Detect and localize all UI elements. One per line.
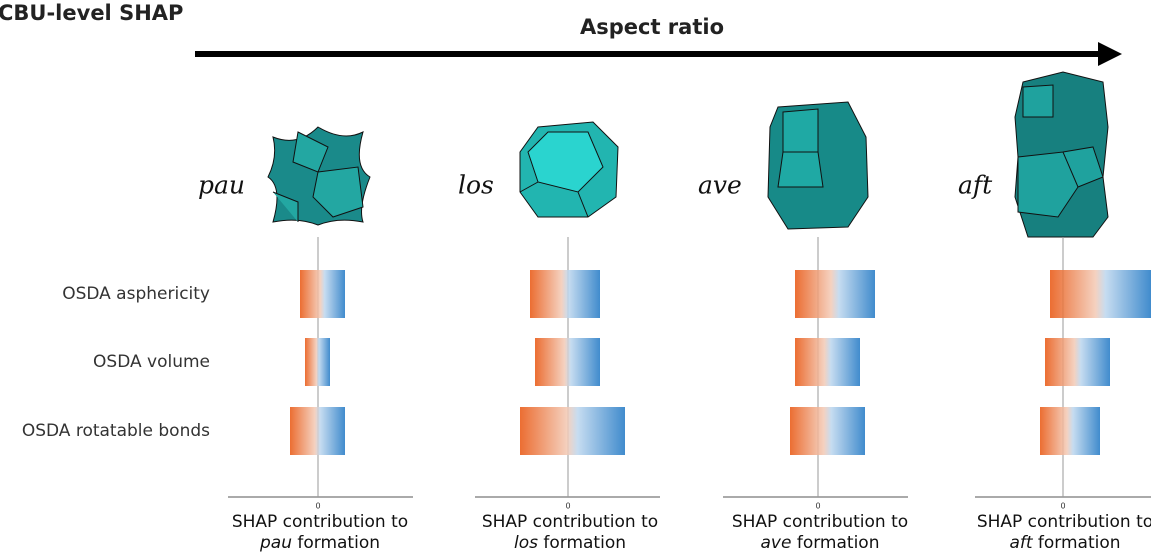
arrow-head <box>1098 42 1122 66</box>
swarm-core <box>1040 407 1100 455</box>
x-axis-label: ave formation <box>761 533 880 552</box>
swarm-core <box>1050 270 1151 318</box>
feature-label: OSDA asphericity <box>62 284 210 304</box>
panel-title: ave <box>698 171 742 200</box>
x-axis-label: SHAP contribution to <box>482 512 658 532</box>
panel-title: aft <box>958 171 993 200</box>
x-axis-label: SHAP contribution to <box>732 512 908 532</box>
x-axis-label: aft formation <box>1009 533 1120 552</box>
x-axis-label-end: formation <box>1038 533 1121 552</box>
swarm-core <box>795 270 875 318</box>
x-axis-label: SHAP contribution to <box>977 512 1151 532</box>
cage-los <box>520 122 618 217</box>
feature-label: OSDA volume <box>93 352 210 372</box>
swarm-core <box>535 338 600 386</box>
arrow-label: Aspect ratio <box>580 15 724 39</box>
x-tick-label: 0 <box>315 502 320 511</box>
panel-title: pau <box>198 171 245 200</box>
x-axis-label-end: formation <box>297 533 380 552</box>
x-axis-label-cage: aft <box>1009 533 1033 552</box>
cage-pau <box>268 127 370 225</box>
swarm-core <box>290 407 345 455</box>
x-axis-label-cage: los <box>514 533 538 552</box>
x-axis-label: pau formation <box>259 533 380 552</box>
swarm-core <box>300 270 345 318</box>
x-axis-label-end: formation <box>543 533 626 552</box>
panel-title: los <box>458 171 494 200</box>
x-tick-label: 0 <box>815 502 820 511</box>
swarm-core <box>795 338 860 386</box>
x-axis-label-cage: pau <box>259 533 292 552</box>
swarm-core <box>530 270 600 318</box>
swarm-core <box>520 407 625 455</box>
swarm-core <box>790 407 865 455</box>
figure: CBU-level SHAP Aspect ratio OSDA aspheri… <box>0 0 1151 552</box>
x-tick-label: 0 <box>1060 502 1065 511</box>
x-axis-label-cage: ave <box>761 533 792 552</box>
x-axis-label-end: formation <box>797 533 880 552</box>
swarm-core <box>1045 338 1110 386</box>
x-axis-label: los formation <box>514 533 626 552</box>
cage-aft <box>1015 72 1108 237</box>
feature-label: OSDA rotatable bonds <box>22 421 210 441</box>
figure-title: CBU-level SHAP <box>0 1 183 25</box>
cage-ave <box>768 102 868 229</box>
x-axis-label: SHAP contribution to <box>232 512 408 532</box>
swarm-core <box>305 338 330 386</box>
x-tick-label: 0 <box>565 502 570 511</box>
